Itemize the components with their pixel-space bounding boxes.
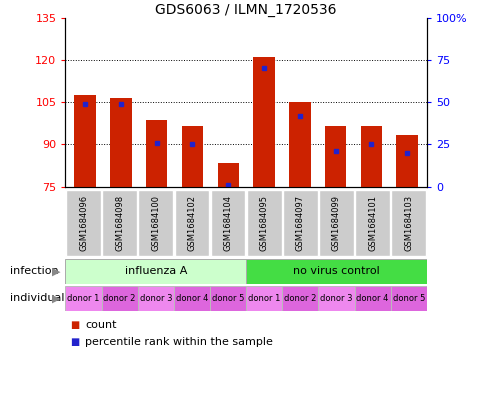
- Bar: [146, 121, 167, 187]
- Bar: [391, 190, 425, 256]
- Text: ▶: ▶: [52, 266, 60, 276]
- Bar: [102, 286, 137, 311]
- Text: donor 5: donor 5: [212, 294, 244, 303]
- Bar: [102, 190, 137, 256]
- Bar: [217, 163, 239, 187]
- Bar: [66, 190, 101, 256]
- Bar: [354, 286, 390, 311]
- Bar: [354, 190, 389, 256]
- Text: influenza A: influenza A: [124, 266, 187, 276]
- Text: ■: ■: [70, 337, 79, 347]
- Bar: [395, 134, 417, 187]
- Bar: [65, 286, 102, 311]
- Text: donor 2: donor 2: [284, 294, 316, 303]
- Bar: [173, 286, 210, 311]
- Title: GDS6063 / ILMN_1720536: GDS6063 / ILMN_1720536: [155, 3, 336, 17]
- Text: no virus control: no virus control: [292, 266, 379, 276]
- Text: GSM1684097: GSM1684097: [295, 195, 304, 251]
- Bar: [210, 190, 245, 256]
- Text: donor 3: donor 3: [319, 294, 352, 303]
- Bar: [65, 259, 245, 284]
- Bar: [282, 286, 318, 311]
- Text: donor 5: donor 5: [392, 294, 424, 303]
- Bar: [137, 286, 173, 311]
- Text: donor 4: donor 4: [356, 294, 388, 303]
- Text: GSM1684101: GSM1684101: [367, 195, 377, 251]
- Text: GSM1684099: GSM1684099: [331, 195, 340, 251]
- Bar: [245, 286, 282, 311]
- Bar: [288, 102, 310, 187]
- Bar: [110, 98, 131, 187]
- Text: GSM1684096: GSM1684096: [79, 195, 88, 251]
- Bar: [174, 190, 209, 256]
- Bar: [138, 190, 173, 256]
- Text: GSM1684103: GSM1684103: [403, 195, 412, 251]
- Text: GSM1684104: GSM1684104: [223, 195, 232, 251]
- Text: GSM1684098: GSM1684098: [115, 195, 124, 251]
- Text: donor 1: donor 1: [247, 294, 280, 303]
- Bar: [210, 286, 245, 311]
- Bar: [318, 190, 353, 256]
- Text: donor 2: donor 2: [103, 294, 136, 303]
- Text: GSM1684095: GSM1684095: [259, 195, 268, 251]
- Bar: [182, 126, 203, 187]
- Bar: [324, 126, 346, 187]
- Bar: [282, 190, 317, 256]
- Text: donor 3: donor 3: [139, 294, 172, 303]
- Text: GSM1684100: GSM1684100: [151, 195, 160, 251]
- Text: infection: infection: [10, 266, 58, 276]
- Text: donor 1: donor 1: [67, 294, 100, 303]
- Bar: [318, 286, 354, 311]
- Text: count: count: [85, 320, 116, 330]
- Bar: [245, 259, 426, 284]
- Bar: [390, 286, 426, 311]
- Bar: [74, 95, 96, 187]
- Text: ■: ■: [70, 320, 79, 330]
- Text: ▶: ▶: [52, 294, 60, 303]
- Bar: [360, 126, 381, 187]
- Text: percentile rank within the sample: percentile rank within the sample: [85, 337, 272, 347]
- Text: GSM1684102: GSM1684102: [187, 195, 196, 251]
- Text: donor 4: donor 4: [175, 294, 208, 303]
- Bar: [246, 190, 281, 256]
- Bar: [253, 57, 274, 187]
- Text: individual: individual: [10, 294, 64, 303]
